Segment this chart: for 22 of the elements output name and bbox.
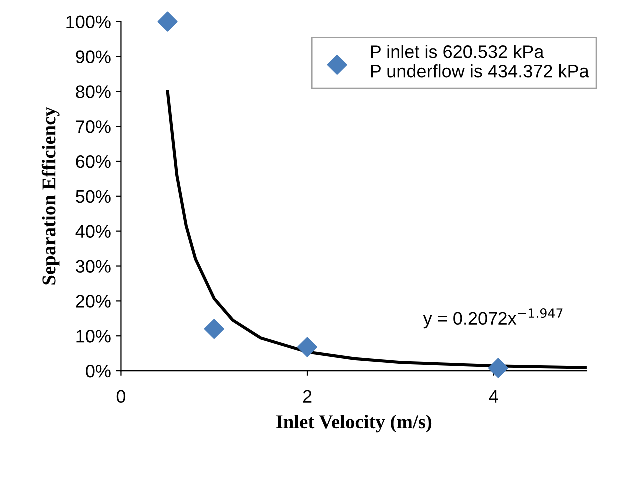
legend-label: P inlet is 620.532 kPa P underflow is 434.372 kPa [371,45,590,78]
y-tick-label: 60% [76,155,111,168]
y-tick-label: 10% [76,330,111,343]
y-tick-label: 100% [66,16,111,29]
x-tick-label: 2 [303,390,312,403]
y-tick-label: 40% [76,225,111,238]
point [158,12,178,32]
y-tick-label: 0% [86,364,111,378]
y-tick-label: 30% [76,260,111,273]
y-tick-label: 50% [76,190,111,204]
x-tick-label: 0 [116,390,126,404]
y-tick-label: 90% [76,50,111,64]
y-tick-label: 20% [76,295,111,308]
x-tick-label: 4 [489,390,498,403]
y-axis-title: Separation Efficiency [42,107,60,285]
annotation: y = 0.2072x$^{−1.947}$ [423,308,563,329]
point [488,358,508,378]
x-axis-title: Inlet Velocity (m/s) [276,414,432,433]
y-tick-label: 70% [76,120,111,134]
point [204,319,224,340]
point [298,337,318,358]
y-tick-label: 80% [76,86,111,98]
